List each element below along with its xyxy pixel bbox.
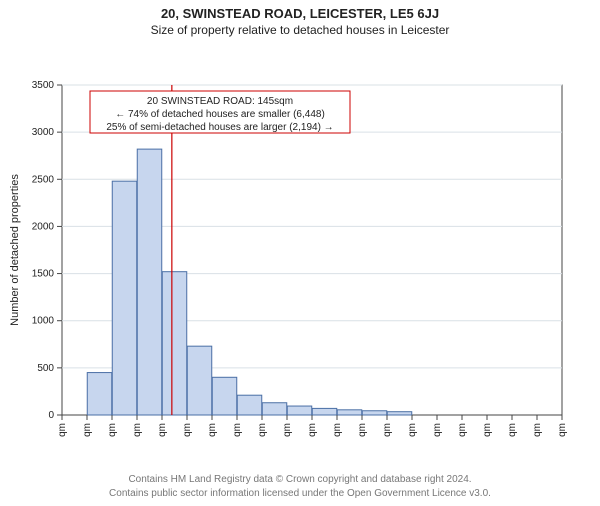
annotation-line: 25% of semi-detached houses are larger (… <box>106 122 333 133</box>
bar <box>137 149 162 415</box>
xtick-label: 625sqm <box>532 423 543 437</box>
bar <box>387 412 412 415</box>
xtick-label: 362sqm <box>332 423 343 437</box>
xtick-label: 33sqm <box>82 423 93 437</box>
bar <box>337 410 362 415</box>
xtick-label: 395sqm <box>357 423 368 437</box>
xtick-label: 263sqm <box>257 423 268 437</box>
histogram-chart: 0 500 1000 1500 2000 2500 3000 3500 0sqm 33sqm 66s… <box>0 37 600 437</box>
xtick-label: 99sqm <box>132 423 143 437</box>
xtick-label: 296sqm <box>282 423 293 437</box>
bar <box>87 373 112 415</box>
bar <box>187 346 212 415</box>
xtick-label: 329sqm <box>307 423 318 437</box>
ytick-label: 3000 <box>32 127 55 138</box>
ytick-label: 0 <box>48 410 54 421</box>
xtick-label: 66sqm <box>107 423 118 437</box>
xtick-label: 230sqm <box>232 423 243 437</box>
ytick-label: 500 <box>37 363 54 374</box>
ytick-label: 2500 <box>32 174 55 185</box>
bar <box>112 181 137 415</box>
page-subtitle: Size of property relative to detached ho… <box>0 23 600 37</box>
bar <box>162 272 187 415</box>
footer-line-2: Contains public sector information licen… <box>0 487 600 501</box>
page-title: 20, SWINSTEAD ROAD, LEICESTER, LE5 6JJ <box>0 6 600 21</box>
xtick-label: 527sqm <box>457 423 468 437</box>
xtick-label: 658sqm <box>557 423 568 437</box>
xtick-label: 0sqm <box>57 423 68 437</box>
xtick-label: 592sqm <box>507 423 518 437</box>
bar <box>312 408 337 415</box>
bar <box>287 406 312 415</box>
xtick-label: 165sqm <box>182 423 193 437</box>
ytick-label: 2000 <box>32 221 55 232</box>
xtick-label: 461sqm <box>407 423 418 437</box>
ytick-label: 1500 <box>32 269 55 280</box>
ytick-label: 1000 <box>32 316 55 327</box>
xtick-label: 560sqm <box>482 423 493 437</box>
annotation-line: ← 74% of detached houses are smaller (6,… <box>115 109 325 120</box>
xtick-label: 197sqm <box>207 423 218 437</box>
footer: Contains HM Land Registry data © Crown c… <box>0 473 600 500</box>
xtick-label: 132sqm <box>157 423 168 437</box>
bar <box>237 395 262 415</box>
bar <box>362 411 387 415</box>
ytick-label: 3500 <box>32 80 55 91</box>
y-axis-label: Number of detached properties <box>9 174 21 326</box>
annotation-line: 20 SWINSTEAD ROAD: 145sqm <box>147 96 293 107</box>
xtick-label: 494sqm <box>432 423 443 437</box>
xtick-label: 428sqm <box>382 423 393 437</box>
bar <box>212 377 237 415</box>
footer-line-1: Contains HM Land Registry data © Crown c… <box>0 473 600 487</box>
bar <box>262 403 287 415</box>
